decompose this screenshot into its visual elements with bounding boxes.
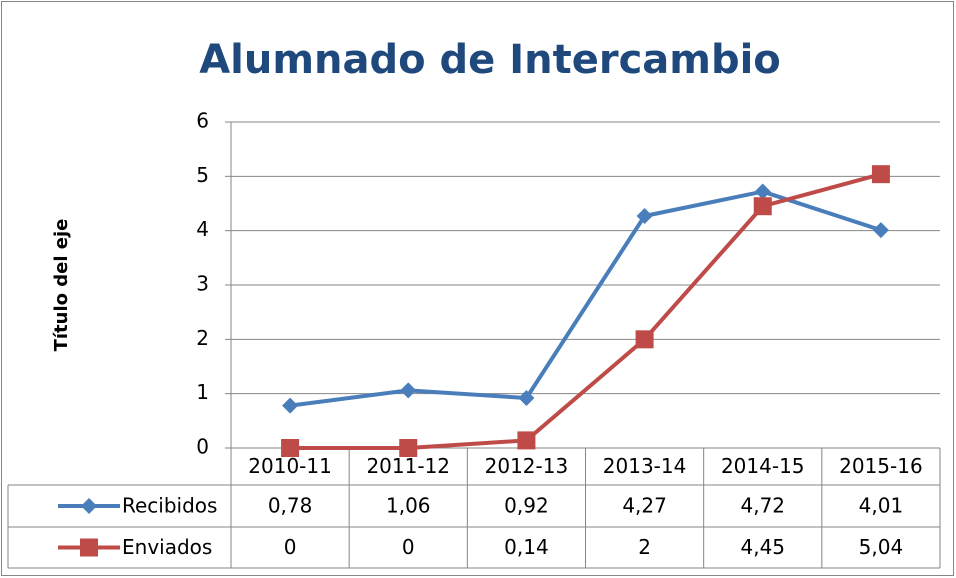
marker [400, 382, 417, 399]
table-cell: 2 [638, 535, 651, 559]
marker [282, 397, 299, 414]
x-tick-label: 2015-16 [839, 454, 923, 478]
x-tick-label: 2011-12 [366, 454, 450, 478]
table-cell: 1,06 [386, 494, 431, 518]
table-cell: 0,92 [504, 494, 549, 518]
chart-title: Alumnado de Intercambio [199, 37, 781, 83]
marker [399, 439, 418, 457]
marker [636, 207, 653, 224]
y-tick-label: 3 [196, 272, 209, 296]
table-cell: 5,04 [859, 535, 904, 559]
legend-label: Enviados [122, 535, 212, 559]
legend-label: Recibidos [122, 494, 217, 518]
x-tick-label: 2014-15 [721, 454, 805, 478]
marker [80, 538, 98, 557]
series-line [290, 172, 882, 450]
table-cell: 0,14 [504, 535, 549, 559]
marker [517, 431, 536, 450]
table-cell: 4,27 [622, 494, 667, 518]
marker [872, 222, 889, 239]
y-tick-label: 2 [196, 326, 209, 350]
marker [635, 330, 654, 349]
x-tick-label: 2010-11 [248, 454, 332, 478]
marker [281, 439, 300, 457]
table-cell: 4,72 [740, 494, 785, 518]
series-line [289, 189, 882, 408]
y-tick-label: 0 [196, 435, 209, 459]
table-cell: 0 [402, 535, 415, 559]
table-cell: 0,78 [268, 494, 313, 518]
marker [518, 390, 535, 407]
marker [753, 197, 772, 216]
y-tick-label: 1 [196, 380, 209, 404]
table-cell: 4,01 [859, 494, 904, 518]
y-axis-title: Título del eje [51, 219, 72, 352]
table-cell: 4,45 [740, 535, 785, 559]
x-tick-label: 2013-14 [603, 454, 687, 478]
marker [81, 498, 97, 514]
y-tick-label: 5 [196, 163, 209, 187]
marker [754, 183, 771, 200]
marker [871, 165, 890, 184]
y-tick-label: 4 [196, 217, 209, 241]
x-tick-label: 2012-13 [485, 454, 569, 478]
table-cell: 0 [284, 535, 297, 559]
y-tick-label: 6 [196, 109, 209, 133]
